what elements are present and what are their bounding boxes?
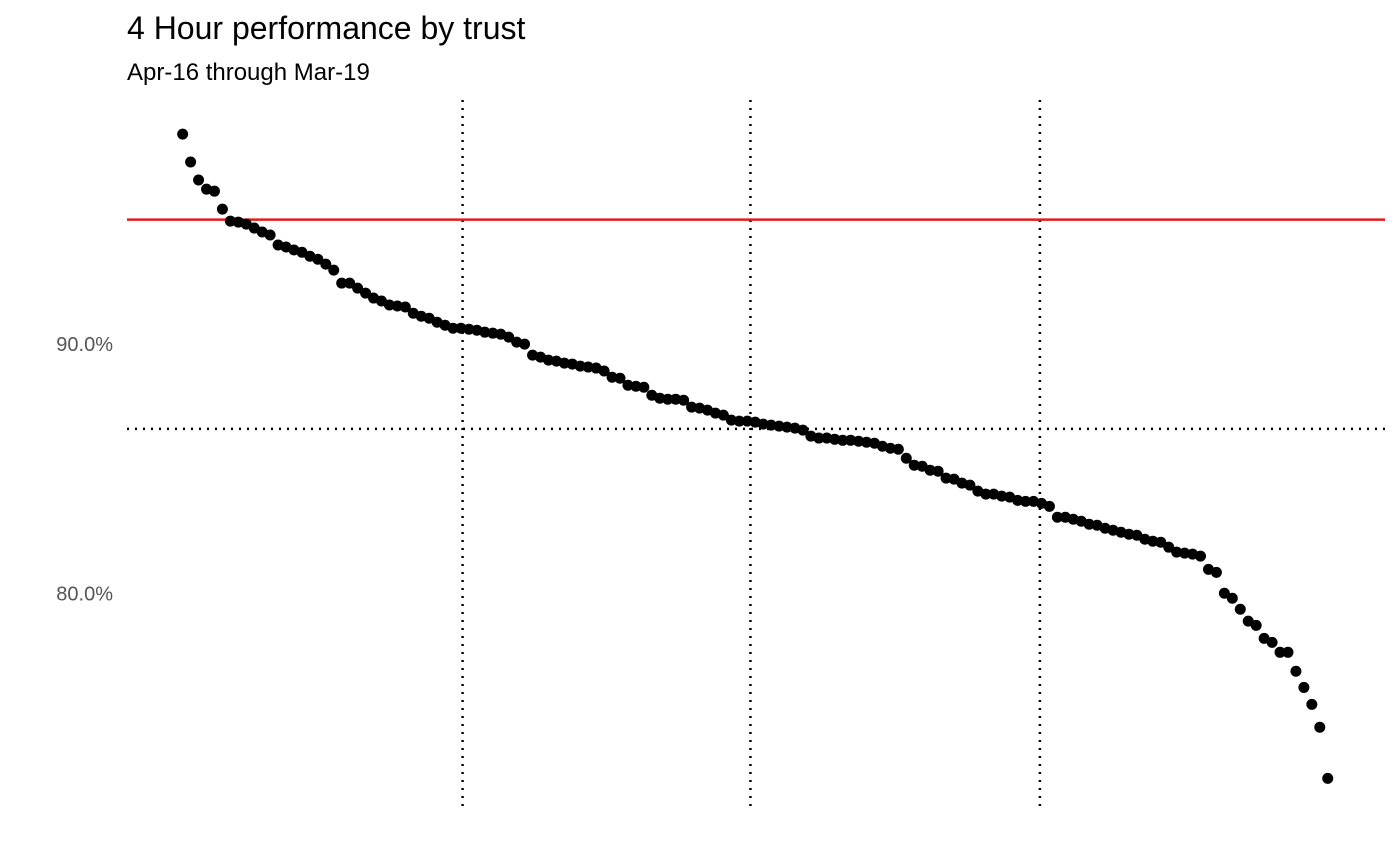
- point: [1298, 681, 1310, 693]
- point: [320, 258, 332, 270]
- point: [1051, 511, 1063, 523]
- point: [352, 282, 364, 294]
- point: [1155, 536, 1167, 548]
- point: [208, 185, 220, 197]
- point: [900, 452, 912, 464]
- point: [1020, 495, 1032, 507]
- point: [336, 277, 348, 289]
- point: [503, 331, 515, 343]
- point: [892, 443, 904, 455]
- point: [797, 424, 809, 436]
- point: [1210, 566, 1222, 578]
- chart-subtitle: Apr-16 through Mar-19: [127, 59, 370, 86]
- point: [360, 287, 372, 299]
- point: [1195, 550, 1207, 562]
- point: [662, 393, 674, 405]
- point: [193, 174, 205, 186]
- point: [177, 128, 189, 140]
- point: [638, 381, 650, 393]
- point: [447, 322, 459, 334]
- point: [1218, 587, 1230, 599]
- point: [312, 253, 324, 265]
- y-tick-label: 90.0%: [56, 334, 113, 356]
- point: [1226, 592, 1238, 604]
- point: [932, 465, 944, 477]
- point: [1266, 636, 1278, 648]
- point: [185, 156, 197, 168]
- point: [614, 372, 626, 384]
- point: [519, 338, 531, 350]
- point: [1234, 603, 1246, 615]
- chart-title: 4 Hour performance by trust: [127, 10, 526, 46]
- point: [1163, 541, 1175, 553]
- point: [964, 479, 976, 491]
- point: [733, 415, 745, 427]
- point: [1043, 500, 1055, 512]
- point: [598, 365, 610, 377]
- point: [1250, 619, 1262, 631]
- point: [678, 394, 690, 406]
- point: [344, 277, 356, 289]
- point: [717, 409, 729, 421]
- point: [399, 301, 411, 313]
- point: [1282, 646, 1294, 658]
- point: [813, 432, 825, 444]
- point: [1306, 698, 1318, 710]
- y-tick-label: 80.0%: [56, 583, 113, 605]
- point: [328, 264, 340, 276]
- point: [1274, 646, 1286, 658]
- point: [1290, 665, 1302, 677]
- point: [216, 203, 228, 215]
- point: [980, 488, 992, 500]
- point: [837, 434, 849, 446]
- point: [264, 229, 276, 241]
- point: [1322, 772, 1334, 784]
- point: [1314, 721, 1326, 733]
